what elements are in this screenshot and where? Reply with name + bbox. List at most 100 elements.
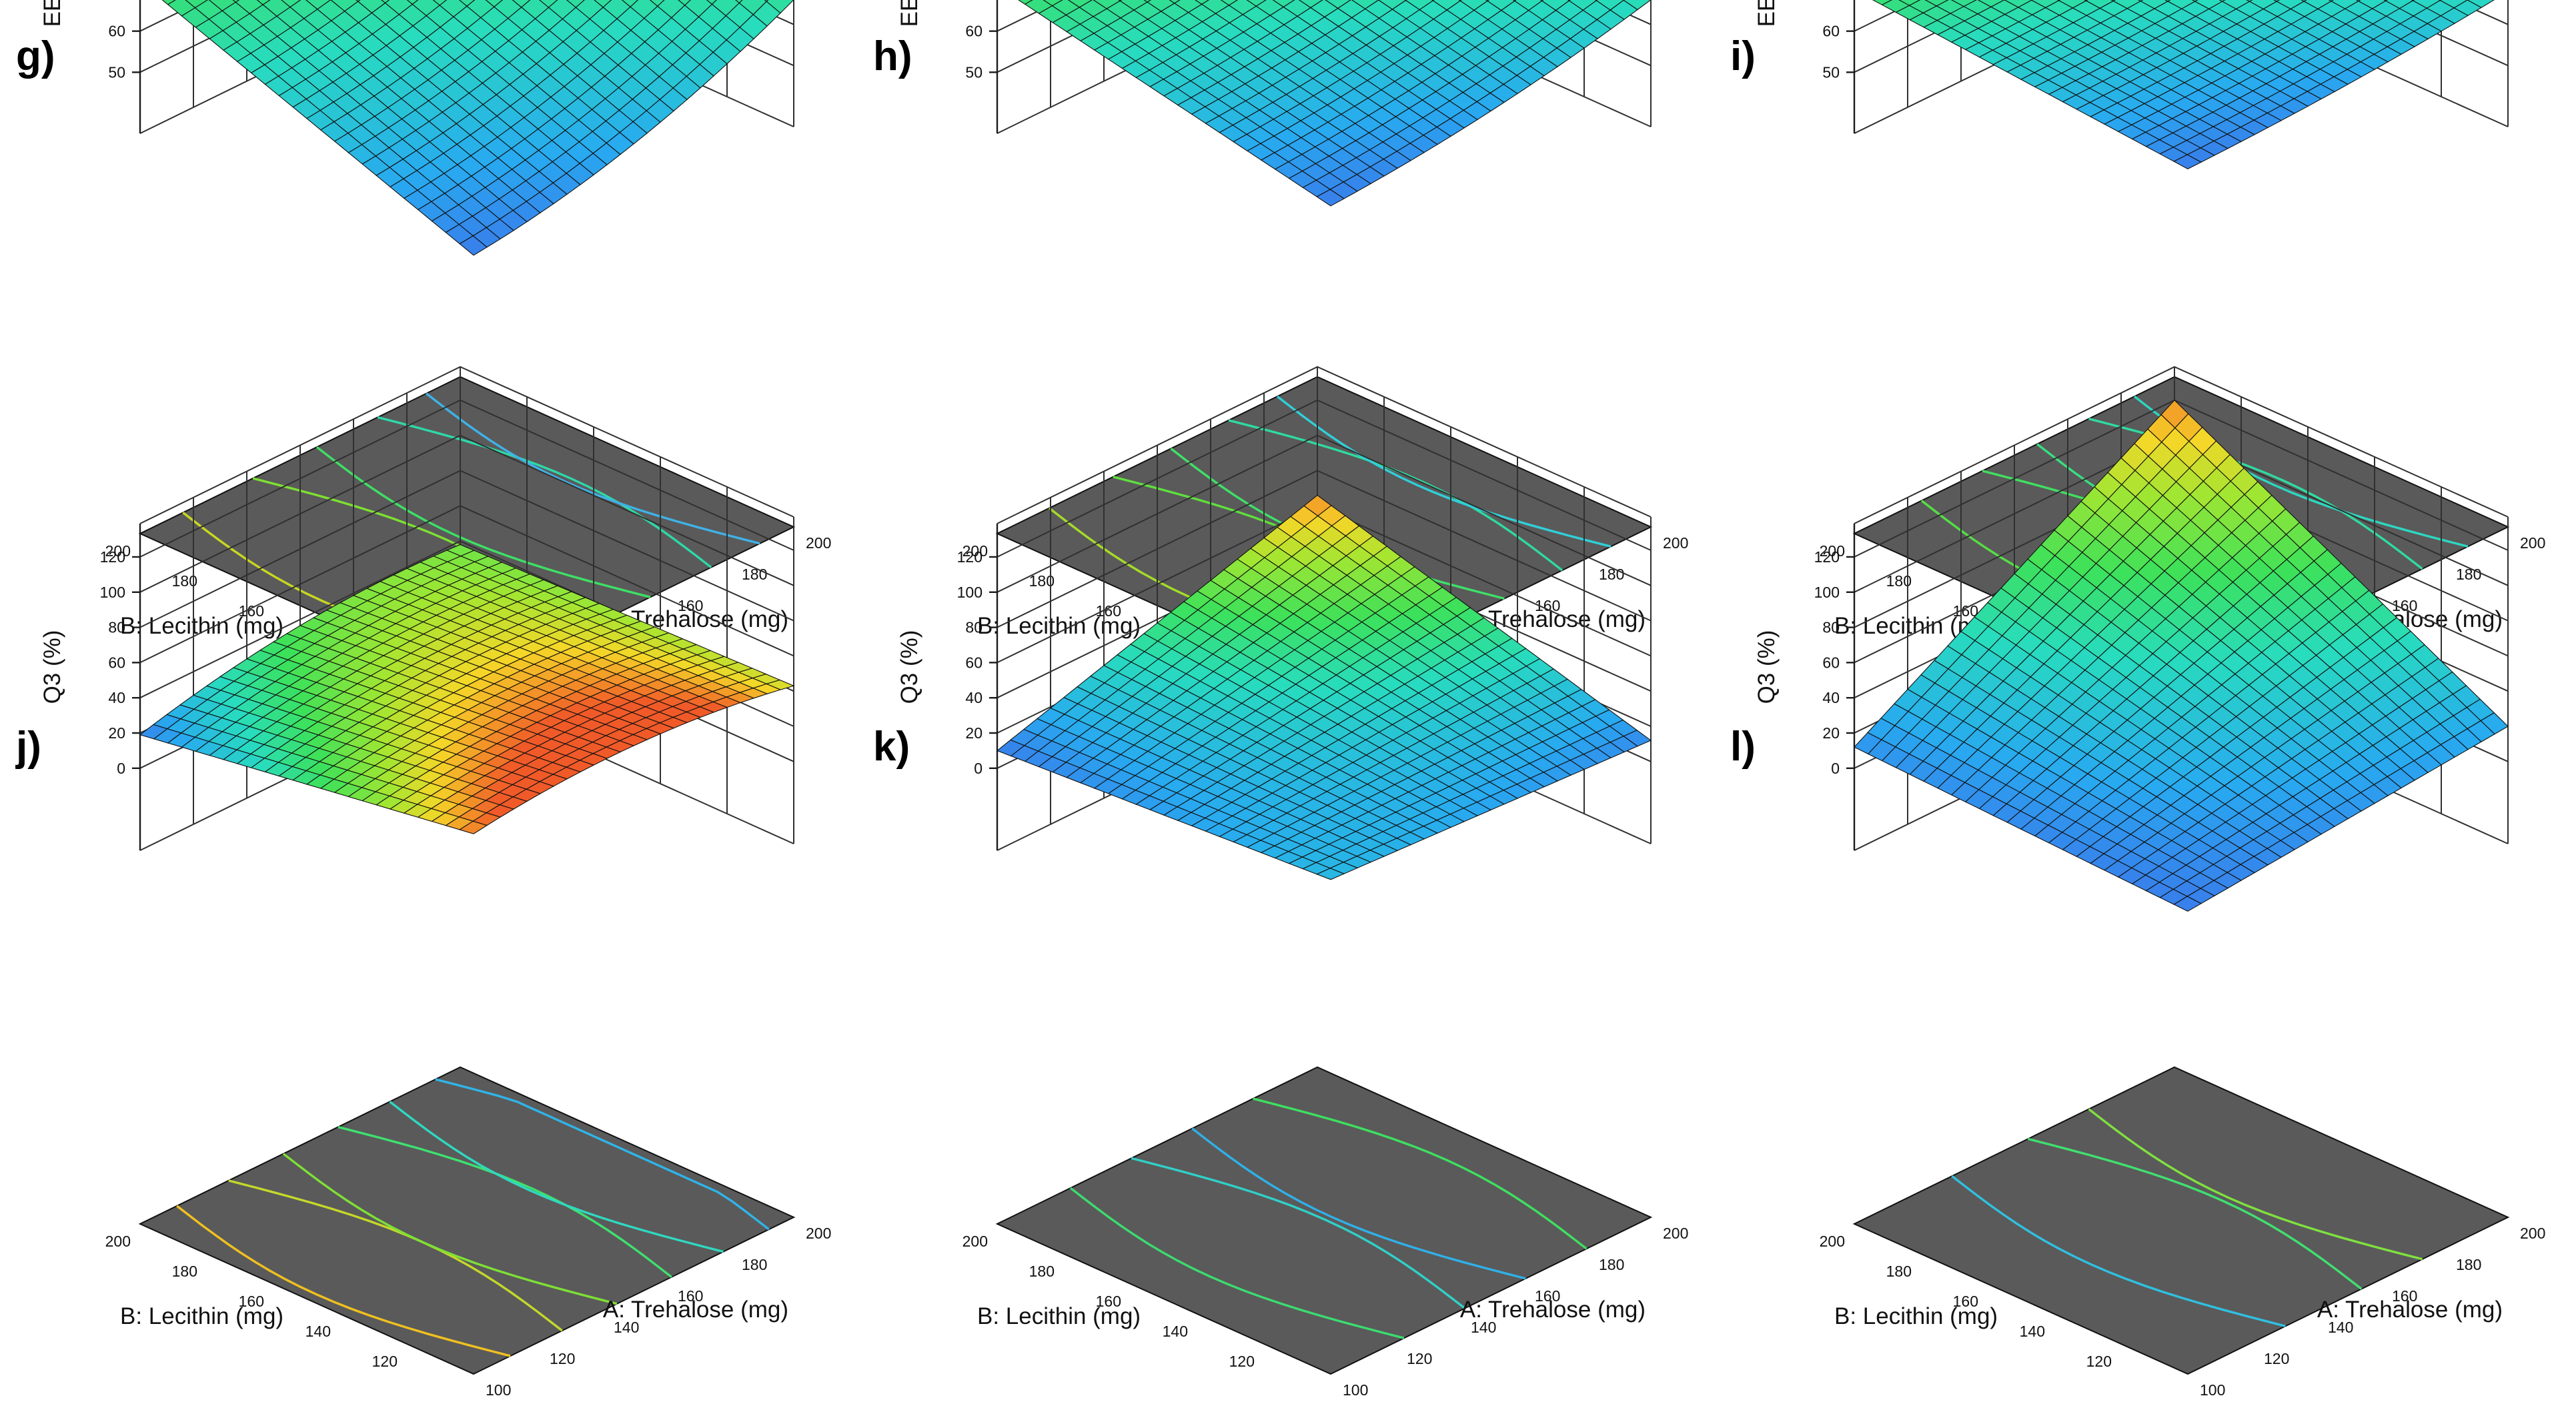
panel-label: h) xyxy=(873,33,912,79)
x-tick-label: 160 xyxy=(678,1287,703,1305)
y-axis: 120 140 160 180 200 B: Lecithin (mg) xyxy=(962,1233,1255,1370)
x-tick-label: 140 xyxy=(614,1319,639,1336)
chart-panel-g: 5060708090100EE (%)100120140160180200A: … xyxy=(16,0,831,708)
contour-line xyxy=(1191,1127,1526,1280)
contour-line xyxy=(1951,1175,2286,1327)
panel-label: g) xyxy=(16,33,55,79)
contour-line xyxy=(1131,1157,1466,1309)
y-tick-label: 160 xyxy=(239,602,264,620)
surface-mesh xyxy=(139,544,795,834)
x-tick-label: 200 xyxy=(806,1225,831,1242)
contour-line xyxy=(315,446,651,598)
z-axis-title: EE (%) xyxy=(39,0,65,27)
y-tick-label: 160 xyxy=(1953,1293,1978,1310)
panel-label: k) xyxy=(873,724,910,770)
contour-floor xyxy=(138,1066,796,1375)
chart-panel-l: 0 20 40 60 80 100 120 Q3 (%) 100 120 140 160 180 200 A… xyxy=(1730,366,2545,1399)
z-tick-label: 80 xyxy=(965,619,983,636)
y-tick-label: 200 xyxy=(962,542,988,560)
contour-lines xyxy=(1951,1108,2423,1327)
contour-line xyxy=(282,1153,618,1305)
y-axis-title: B: Lecithin (mg) xyxy=(977,1303,1141,1329)
z-tick-label: 60 xyxy=(965,23,983,40)
z-axis-title: Q3 (%) xyxy=(39,630,65,704)
z-tick-label: 0 xyxy=(1831,760,1840,777)
chart-panel-k: 0 20 40 60 80 100 120 Q3 (%) 100 120 140 160 180 200 A… xyxy=(873,366,1688,1399)
panel-label: j) xyxy=(15,724,41,770)
z-tick-label: 100 xyxy=(1814,584,1840,601)
x-tick-label: 120 xyxy=(550,1350,575,1367)
x-tick-label: 100 xyxy=(2200,1381,2225,1399)
contour-lines xyxy=(1069,1097,1587,1339)
y-tick-label: 180 xyxy=(1886,1263,1912,1280)
y-tick-label: 160 xyxy=(1953,602,1978,620)
chart-panel-j: 0 20 40 60 80 100 120 Q3 (%) 100 120 140 160 180 200 A… xyxy=(15,366,831,1399)
z-tick-label: 20 xyxy=(1822,724,1840,742)
x-axis: 100 120 140 160 180 200 A: Trehalose (mg) xyxy=(486,1225,831,1399)
y-tick-label: 140 xyxy=(1163,1323,1188,1340)
y-tick-label: 200 xyxy=(1820,542,1845,560)
z-tick-label: 100 xyxy=(100,584,125,601)
z-tick-label: 80 xyxy=(108,619,125,636)
x-tick-label: 120 xyxy=(2264,1350,2289,1367)
contour-line xyxy=(1069,1187,1405,1339)
z-axis-title: Q3 (%) xyxy=(1754,630,1780,704)
contour-lines xyxy=(176,1078,770,1357)
surface-mesh xyxy=(1872,0,2495,169)
x-tick-label: 200 xyxy=(806,534,831,552)
panel-label: i) xyxy=(1730,33,1756,79)
x-axis-title: A: Trehalose (mg) xyxy=(1460,1297,1646,1323)
surface-mesh xyxy=(1018,0,1652,207)
x-axis-title: A: Trehalose (mg) xyxy=(2317,1297,2503,1323)
z-tick-label: 40 xyxy=(1822,689,1840,706)
z-tick-label: 60 xyxy=(108,654,125,671)
surface-mesh xyxy=(161,0,794,256)
z-tick-label: 60 xyxy=(108,23,125,40)
x-axis-title: A: Trehalose (mg) xyxy=(603,1297,788,1323)
contour-line xyxy=(389,1101,724,1253)
x-tick-label: 200 xyxy=(2520,1225,2545,1242)
z-axis-title: EE (%) xyxy=(896,0,922,27)
x-tick-label: 200 xyxy=(1663,534,1688,552)
contour-line xyxy=(377,416,712,568)
z-tick-label: 60 xyxy=(965,654,983,671)
y-tick-label: 120 xyxy=(1229,1353,1255,1370)
contour-floor xyxy=(995,1066,1653,1375)
x-tick-label: 140 xyxy=(1471,1319,1496,1336)
y-tick-label: 160 xyxy=(239,1293,264,1310)
y-tick-label: 180 xyxy=(172,1263,197,1280)
contour-line xyxy=(2088,1108,2423,1261)
x-tick-label: 160 xyxy=(1535,1287,1560,1305)
contour-floor xyxy=(1852,1066,2510,1375)
z-tick-label: 0 xyxy=(974,760,983,777)
y-axis: 120 140 160 180 200 B: Lecithin (mg) xyxy=(1820,1233,2112,1370)
x-tick-label: 180 xyxy=(742,1256,767,1273)
y-axis-title: B: Lecithin (mg) xyxy=(120,1303,283,1329)
z-tick-label: 80 xyxy=(1822,619,1840,636)
z-tick-label: 60 xyxy=(1822,23,1840,40)
x-tick-label: 180 xyxy=(1599,1256,1624,1273)
z-tick-label: 50 xyxy=(965,63,983,81)
x-tick-label: 180 xyxy=(2456,1256,2481,1273)
y-tick-label: 160 xyxy=(1096,1293,1121,1310)
contour-line xyxy=(1228,419,1563,572)
surface-mesh xyxy=(996,494,1652,880)
x-tick-label: 200 xyxy=(2520,534,2545,552)
contour-line xyxy=(426,392,760,545)
contour-line xyxy=(2027,1137,2363,1290)
z-tick-label: 50 xyxy=(1822,63,1840,81)
x-tick-label: 100 xyxy=(486,1381,511,1399)
x-axis: 100 120 140 160 180 200 A: Trehalose (mg) xyxy=(1343,1225,1688,1399)
y-tick-label: 200 xyxy=(105,1233,131,1250)
z-tick-label: 20 xyxy=(108,724,125,742)
contour-line xyxy=(176,1205,511,1357)
z-tick-label: 60 xyxy=(1822,654,1840,671)
z-tick-label: 40 xyxy=(965,689,983,706)
z-axis: 0 20 40 60 80 100 120 Q3 (%) xyxy=(896,548,997,777)
z-axis: 5060708090100EE (%) xyxy=(896,0,997,81)
z-axis: 0 20 40 60 80 100 120 Q3 (%) xyxy=(1754,548,1854,777)
y-tick-label: 200 xyxy=(962,1233,988,1250)
y-axis-title: B: Lecithin (mg) xyxy=(120,613,283,639)
contour-line xyxy=(435,1078,770,1231)
